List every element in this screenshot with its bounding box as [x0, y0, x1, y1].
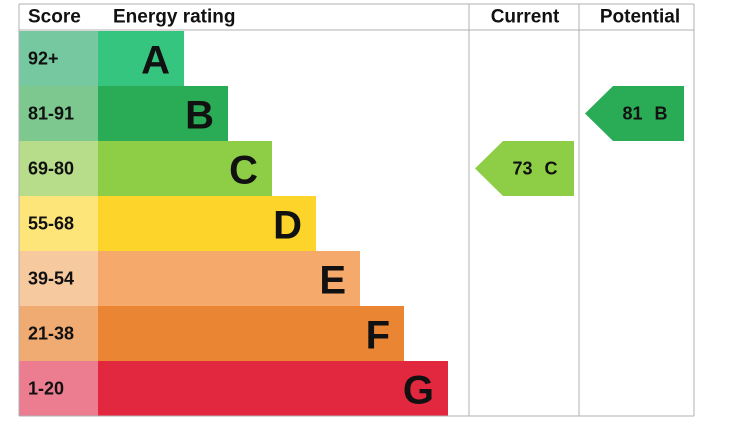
rating-header: Energy rating — [113, 7, 235, 28]
score-cell — [19, 196, 98, 251]
current-rating: C — [545, 159, 558, 179]
score-cell — [19, 306, 98, 361]
rating-letter: A — [141, 39, 170, 83]
score-label: 69-80 — [28, 159, 74, 179]
current-value: 73 — [512, 159, 532, 179]
current-header: Current — [491, 7, 560, 28]
score-header: Score — [28, 7, 81, 28]
rating-bar — [98, 251, 360, 306]
score-label: 92+ — [28, 49, 59, 69]
score-cell — [19, 141, 98, 196]
rating-bar — [98, 31, 184, 86]
rating-letter: D — [273, 204, 302, 248]
rating-bar — [98, 141, 272, 196]
potential-arrow — [585, 86, 684, 141]
score-cell — [19, 361, 98, 416]
rating-letter: G — [403, 369, 434, 413]
rating-bar — [98, 196, 316, 251]
score-cell — [19, 86, 98, 141]
rating-letter: F — [366, 314, 390, 358]
rating-letter: B — [185, 94, 214, 138]
current-arrow — [475, 141, 574, 196]
potential-rating: B — [655, 104, 668, 124]
score-label: 55-68 — [28, 214, 74, 234]
potential-value: 81 — [622, 104, 642, 124]
potential-header: Potential — [600, 7, 680, 28]
rating-letter: C — [229, 149, 258, 193]
score-label: 1-20 — [28, 379, 64, 399]
rating-bar — [98, 86, 228, 141]
rating-bar — [98, 306, 404, 361]
score-label: 21-38 — [28, 324, 74, 344]
rating-letter: E — [319, 259, 346, 303]
score-cell — [19, 251, 98, 306]
rating-bar — [98, 361, 448, 416]
score-label: 39-54 — [28, 269, 74, 289]
score-cell — [19, 31, 98, 86]
score-label: 81-91 — [28, 104, 74, 124]
